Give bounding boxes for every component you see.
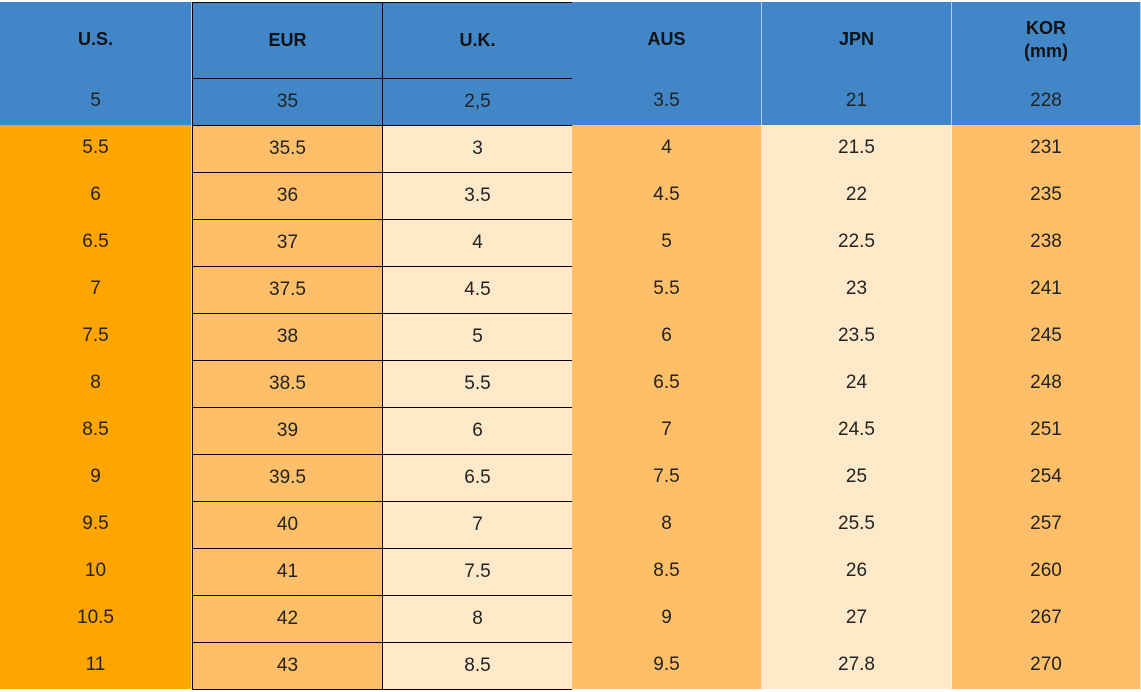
table-cell: 39.5 <box>192 454 383 502</box>
table-cell: 37 <box>192 219 383 267</box>
table-cell: 3.5 <box>572 78 762 126</box>
table-cell: 5.5 <box>572 266 762 314</box>
table-cell: 8.5 <box>572 548 762 596</box>
table-cell: 10 <box>0 548 192 596</box>
table-cell: 39 <box>192 407 383 455</box>
table-cell: 9 <box>0 454 192 502</box>
table-cell: 8 <box>0 360 192 408</box>
table-cell: 6 <box>572 313 762 361</box>
table-cell: 35.5 <box>192 125 383 173</box>
table-cell: 4.5 <box>382 266 573 314</box>
table-cell: 267 <box>952 595 1141 643</box>
table-cell: 10.5 <box>0 595 192 643</box>
table-cell: 21 <box>762 78 952 126</box>
table-cell: 4.5 <box>572 172 762 220</box>
table-cell: 5.5 <box>382 360 573 408</box>
table-cell: 37.5 <box>192 266 383 314</box>
table-cell: 231 <box>952 125 1141 173</box>
table-cell: 5 <box>382 313 573 361</box>
table-cell: 5 <box>572 219 762 267</box>
table-cell: 228 <box>952 78 1141 126</box>
table-cell: 4 <box>382 219 573 267</box>
table-cell: 22 <box>762 172 952 220</box>
table-cell: 38 <box>192 313 383 361</box>
table-cell: 40 <box>192 501 383 549</box>
table-cell: 235 <box>952 172 1141 220</box>
table-cell: 8 <box>382 595 573 643</box>
table-cell: 8.5 <box>382 642 573 690</box>
table-cell: 25.5 <box>762 501 952 549</box>
table-cell: 23.5 <box>762 313 952 361</box>
table-cell: 6 <box>0 172 192 220</box>
table-cell: 245 <box>952 313 1141 361</box>
table-cell: 11 <box>0 642 192 690</box>
table-cell: 22.5 <box>762 219 952 267</box>
table-cell: 5 <box>0 78 192 126</box>
table-cell: 3 <box>382 125 573 173</box>
table-cell: 24.5 <box>762 407 952 455</box>
table-cell: 6.5 <box>382 454 573 502</box>
table-cell: 41 <box>192 548 383 596</box>
table-cell: 3.5 <box>382 172 573 220</box>
table-cell: 248 <box>952 360 1141 408</box>
table-cell: 35 <box>192 78 383 126</box>
table-cell: 7.5 <box>382 548 573 596</box>
table-cell: 6 <box>382 407 573 455</box>
table-cell: 254 <box>952 454 1141 502</box>
table-cell: 24 <box>762 360 952 408</box>
table-cell: 7 <box>572 407 762 455</box>
table-cell: 8.5 <box>0 407 192 455</box>
table-cell: 238 <box>952 219 1141 267</box>
table-cell: 27 <box>762 595 952 643</box>
table-cell: 260 <box>952 548 1141 596</box>
table-cell: 36 <box>192 172 383 220</box>
table-cell: 7 <box>0 266 192 314</box>
table-cell: 43 <box>192 642 383 690</box>
table-cell: 7 <box>382 501 573 549</box>
column-header: JPN <box>762 2 952 79</box>
table-cell: 241 <box>952 266 1141 314</box>
table-cell: 21.5 <box>762 125 952 173</box>
table-cell: 38.5 <box>192 360 383 408</box>
table-cell: 270 <box>952 642 1141 690</box>
table-cell: 2,5 <box>382 78 573 126</box>
table-cell: 25 <box>762 454 952 502</box>
table-cell: 9 <box>572 595 762 643</box>
table-cell: 251 <box>952 407 1141 455</box>
table-cell: 23 <box>762 266 952 314</box>
column-header: KOR (mm) <box>952 2 1141 79</box>
table-cell: 9.5 <box>572 642 762 690</box>
table-cell: 7.5 <box>0 313 192 361</box>
table-cell: 26 <box>762 548 952 596</box>
table-cell: 6.5 <box>572 360 762 408</box>
column-header: U.K. <box>382 2 573 79</box>
table-cell: 5.5 <box>0 125 192 173</box>
column-header: U.S. <box>0 2 192 79</box>
table-cell: 9.5 <box>0 501 192 549</box>
table-cell: 4 <box>572 125 762 173</box>
table-cell: 6.5 <box>0 219 192 267</box>
table-cell: 42 <box>192 595 383 643</box>
column-header: EUR <box>192 2 383 79</box>
table-cell: 8 <box>572 501 762 549</box>
table-cell: 7.5 <box>572 454 762 502</box>
column-header: AUS <box>572 2 762 79</box>
table-cell: 27.8 <box>762 642 952 690</box>
table-cell: 257 <box>952 501 1141 549</box>
